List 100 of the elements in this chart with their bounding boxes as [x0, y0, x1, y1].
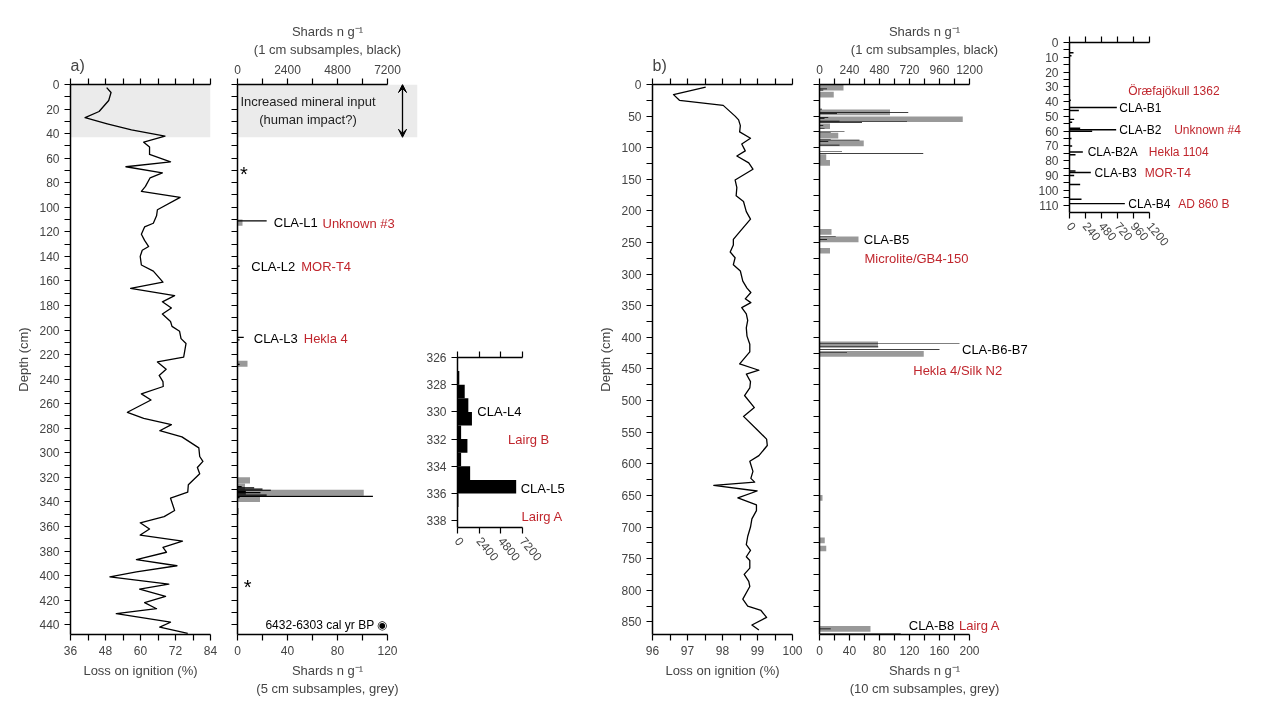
x2-tick-label: 1200: [956, 62, 984, 77]
y-tick-label: 300: [39, 446, 60, 461]
text: Unknown #4: [1174, 122, 1242, 137]
chart-title: b): [652, 56, 667, 74]
annotation: Lairg A: [959, 618, 1000, 634]
chart-title: a): [70, 56, 85, 74]
y-tick-label: 30: [1045, 80, 1059, 95]
y-tick-label: 320: [39, 470, 60, 485]
y-tick-label: 90: [1045, 169, 1059, 184]
text: AD 860 B: [1178, 196, 1230, 211]
annotation: CLA-B4: [1128, 196, 1171, 211]
annotation: Hekla 1104: [1148, 144, 1209, 159]
y-tick-label: 50: [1045, 109, 1059, 124]
y-tick-label: 70: [1045, 139, 1059, 154]
x2-tick-label: 960: [929, 62, 950, 77]
y-tick-label: 20: [1045, 65, 1059, 80]
annotation: CLA-B1: [1119, 100, 1162, 115]
y-tick-label: 550: [621, 425, 642, 440]
y-tick-label: 330: [426, 405, 447, 420]
annotation: *: [240, 163, 248, 186]
x-tick-label: 100: [782, 643, 803, 658]
y-tick-label: 338: [426, 514, 447, 529]
y-tick-label: 336: [426, 487, 447, 501]
y-tick-label: 300: [621, 267, 642, 282]
y-tick-label: 60: [46, 151, 60, 166]
annotation: CLA-L2: [251, 258, 296, 274]
y-tick-label: 280: [39, 421, 60, 436]
annotation: Hekla 4/Silk N2: [913, 362, 1003, 378]
y-tick-label: 40: [1045, 95, 1059, 110]
annotation: CLA-B5: [863, 231, 910, 247]
y-tick-label: 400: [621, 330, 642, 345]
x2-tick-label: 720: [899, 62, 920, 77]
y-tick-label: 180: [39, 298, 60, 313]
annotation: *: [243, 575, 252, 598]
x2-tick-label: 240: [839, 62, 860, 77]
band-label: Increased mineral input (human impact?): [240, 94, 376, 128]
x2-tick-label: 2400: [274, 62, 302, 77]
y-tick-label: 332: [426, 432, 447, 447]
x-axis-title: Loss on ignition (%): [665, 662, 780, 678]
annotation: Hekla 4: [303, 331, 348, 347]
y-tick-label: 340: [39, 495, 60, 510]
y-tick-label: 60: [1045, 124, 1059, 139]
y-tick-label: 0: [634, 78, 642, 92]
y-tick-label: 50: [628, 109, 642, 124]
x-tick-label: 120: [377, 643, 398, 658]
x2-axis-title: Shards n g⁻¹ (1 cm subsamples, black): [850, 23, 999, 57]
annotation: CLA-L4: [477, 404, 522, 420]
x-tick-label: 97: [680, 643, 695, 658]
y-tick-label: 100: [1038, 183, 1059, 198]
y-tick-label: 220: [39, 348, 60, 363]
x-tick-label: 98: [715, 643, 730, 658]
x2-tick-label: 0: [234, 62, 242, 77]
y-tick-label: 440: [39, 618, 60, 633]
y-tick-label: 40: [46, 127, 60, 142]
x-tick-label: 0: [816, 643, 824, 658]
x-tick-label: 84: [203, 643, 218, 658]
x-tick-label: 120: [899, 643, 920, 658]
x-tick-label: 0: [451, 534, 467, 549]
annotation: CLA-L1: [273, 214, 318, 230]
y-tick-label: 420: [39, 593, 60, 608]
x-tick-label: 200: [959, 643, 980, 658]
y-tick-label: 450: [621, 362, 642, 377]
y-tick-label: 80: [46, 176, 60, 191]
x-tick-label: 0: [1063, 219, 1079, 234]
x-axis-title: Shards n g⁻¹ (5 cm subsamples, grey): [256, 662, 399, 696]
y-tick-label: 100: [39, 200, 60, 215]
annotation: Microlite/GB4-150: [864, 251, 969, 267]
x-tick-label: 48: [98, 643, 113, 658]
y-tick-label: 150: [621, 172, 642, 187]
annotation: CLA-B2A: [1087, 144, 1138, 159]
x-tick-label: 72: [168, 643, 183, 658]
y-tick-label: 240: [39, 372, 60, 387]
annotation: MOR-T4: [301, 258, 352, 274]
annotation: CLA-L3: [253, 331, 298, 347]
y-tick-label: 100: [621, 141, 642, 156]
x-tick-label: 40: [280, 643, 295, 658]
annotation: 6432-6303 cal yr BP ◉: [265, 617, 388, 632]
y-tick-label: 140: [39, 249, 60, 264]
y-tick-label: 380: [39, 544, 60, 559]
annotation: CLA-B2: [1119, 122, 1162, 137]
annotation: CLA-B6-B7: [962, 341, 1028, 357]
y-tick-label: 250: [621, 236, 642, 251]
y-tick-label: 750: [621, 552, 642, 567]
y-tick-label: 80: [1045, 154, 1059, 169]
x-tick-label: 96: [645, 643, 660, 658]
y-tick-label: 328: [426, 378, 447, 393]
y-tick-label: 20: [46, 102, 60, 117]
annotation: Lairg A: [521, 509, 563, 525]
x2-tick-label: 4800: [324, 62, 352, 77]
annotation: Unknown #3: [322, 215, 395, 231]
y-tick-label: 600: [621, 457, 642, 472]
x-tick-label: 160: [929, 643, 950, 658]
x2-tick-label: 7200: [374, 62, 402, 77]
annotation: CLA-B3: [1094, 165, 1137, 180]
y-tick-label: 334: [426, 459, 447, 474]
y-tick-label: 160: [39, 274, 60, 289]
y-tick-label: 0: [52, 78, 60, 92]
y-tick-label: 200: [39, 323, 60, 338]
y-tick-label: 400: [39, 569, 60, 584]
annotation: Öræfajökull 1362: [1128, 84, 1220, 99]
